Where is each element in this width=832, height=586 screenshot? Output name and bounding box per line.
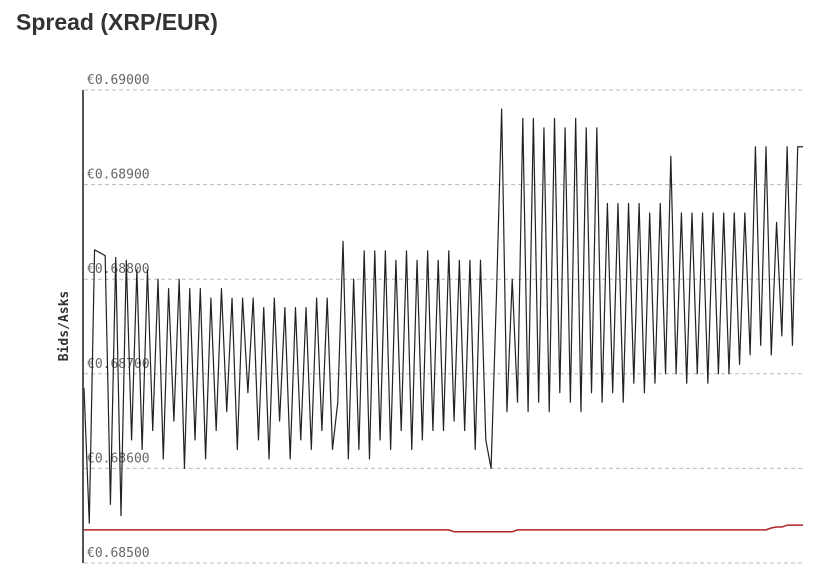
y-tick-label: €0.68800 [87, 262, 150, 277]
y-tick-label: €0.68600 [87, 451, 150, 466]
series-line [83, 108, 803, 524]
y-tick-label: €0.69000 [87, 73, 150, 88]
series-line [84, 524, 803, 533]
y-tick-label: €0.68500 [87, 546, 150, 561]
y-tick-label: €0.68900 [87, 168, 150, 183]
y-axis-label: Bids/Asks [57, 291, 72, 361]
chart-title: Spread (XRP/EUR) [16, 9, 218, 35]
